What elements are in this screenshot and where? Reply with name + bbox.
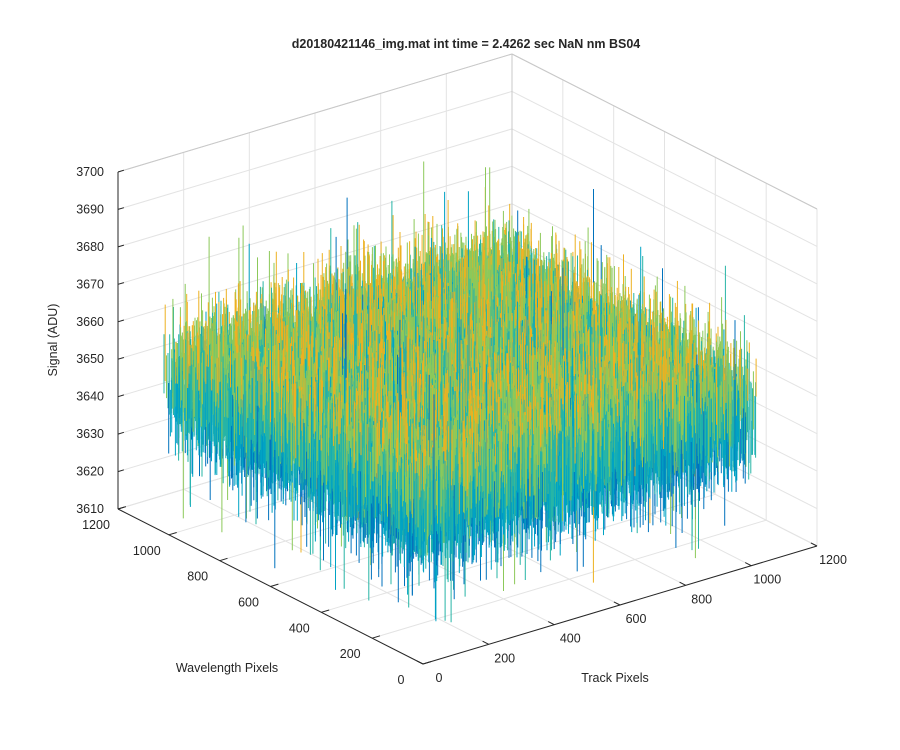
grid-line [511, 165, 818, 322]
grid-line [511, 203, 818, 360]
box-edge [117, 53, 513, 173]
grid-line [117, 128, 513, 248]
surface-mesh [163, 161, 757, 623]
grid-line [117, 90, 513, 210]
grid-line [372, 519, 767, 639]
grid-line [511, 128, 818, 285]
grid-line [117, 203, 513, 323]
grid-line [511, 90, 818, 247]
chart-title: d20180421146_img.mat int time = 2.4262 s… [292, 37, 641, 51]
grid-line [117, 165, 513, 285]
box-edge [511, 53, 818, 210]
